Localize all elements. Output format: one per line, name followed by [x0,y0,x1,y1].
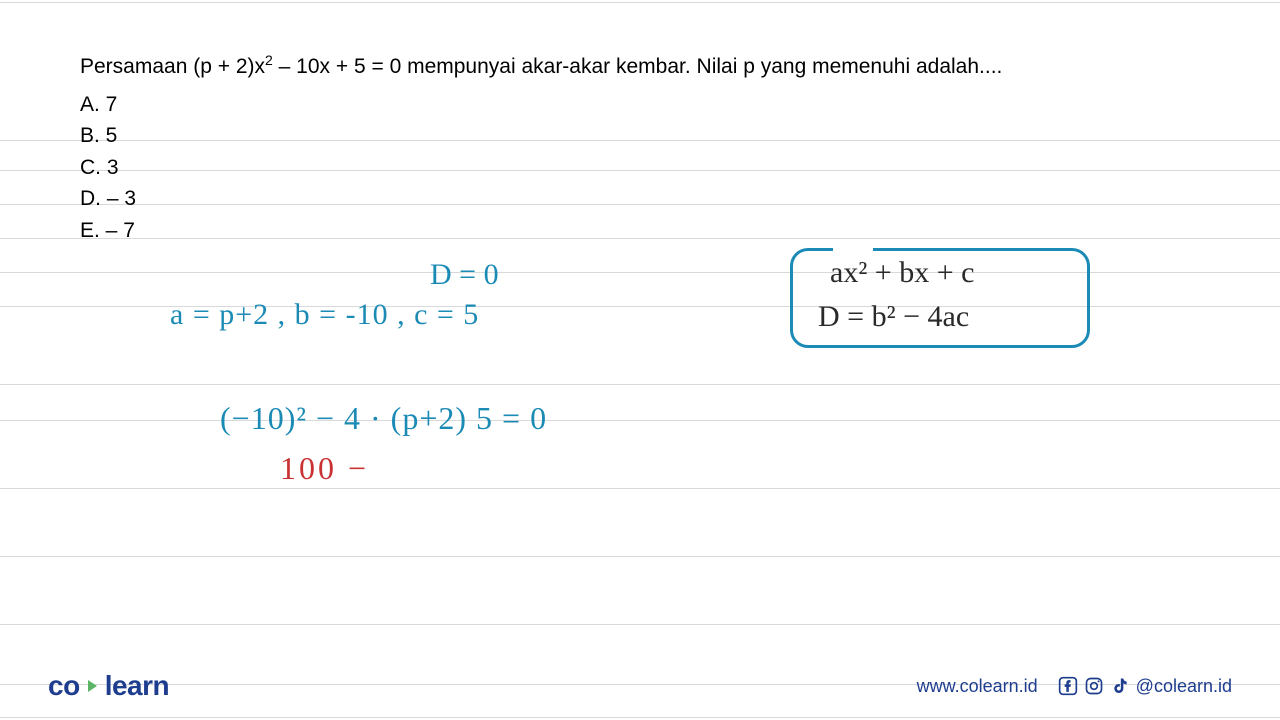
question-text: Persamaan (p + 2)x2 – 10x + 5 = 0 mempun… [80,50,1200,83]
logo: co learn [48,670,169,702]
rule-line [0,556,1280,557]
option-d: D. – 3 [80,183,1200,215]
instagram-icon [1084,676,1104,696]
logo-arrow-icon [88,680,97,692]
hw-step2: 100 − [280,450,369,487]
rule-line [0,624,1280,625]
logo-co: co [48,670,80,702]
options-list: A. 7 B. 5 C. 3 D. – 3 E. – 7 [80,89,1200,247]
facebook-icon [1058,676,1078,696]
hw-formula-bottom: D = b² − 4ac [818,300,969,334]
hw-d-zero: D = 0 [430,258,499,292]
question-post: – 10x + 5 = 0 mempunyai akar-akar kembar… [273,55,1003,78]
footer: co learn www.colearn.id @colearn.id [0,668,1280,704]
rule-line [0,420,1280,421]
option-b: B. 5 [80,120,1200,152]
hw-coefficients: a = p+2 , b = -10 , c = 5 [170,298,479,332]
option-c: C. 3 [80,152,1200,184]
footer-url: www.colearn.id [917,676,1038,697]
question-sup: 2 [265,52,273,68]
footer-right: www.colearn.id @colearn.id [917,676,1232,697]
rule-line [0,488,1280,489]
page-container: Persamaan (p + 2)x2 – 10x + 5 = 0 mempun… [0,0,1280,720]
hw-formula-top: ax² + bx + c [830,256,974,290]
social-handle: @colearn.id [1136,676,1232,697]
social-icons: @colearn.id [1058,676,1232,697]
tiktok-icon [1110,676,1130,696]
question-block: Persamaan (p + 2)x2 – 10x + 5 = 0 mempun… [80,50,1200,246]
option-e: E. – 7 [80,215,1200,247]
question-pre: Persamaan (p + 2)x [80,55,265,78]
option-a: A. 7 [80,89,1200,121]
rule-line [0,384,1280,385]
hw-step1: (−10)² − 4 · (p+2) 5 = 0 [220,400,547,437]
logo-learn: learn [105,670,169,702]
